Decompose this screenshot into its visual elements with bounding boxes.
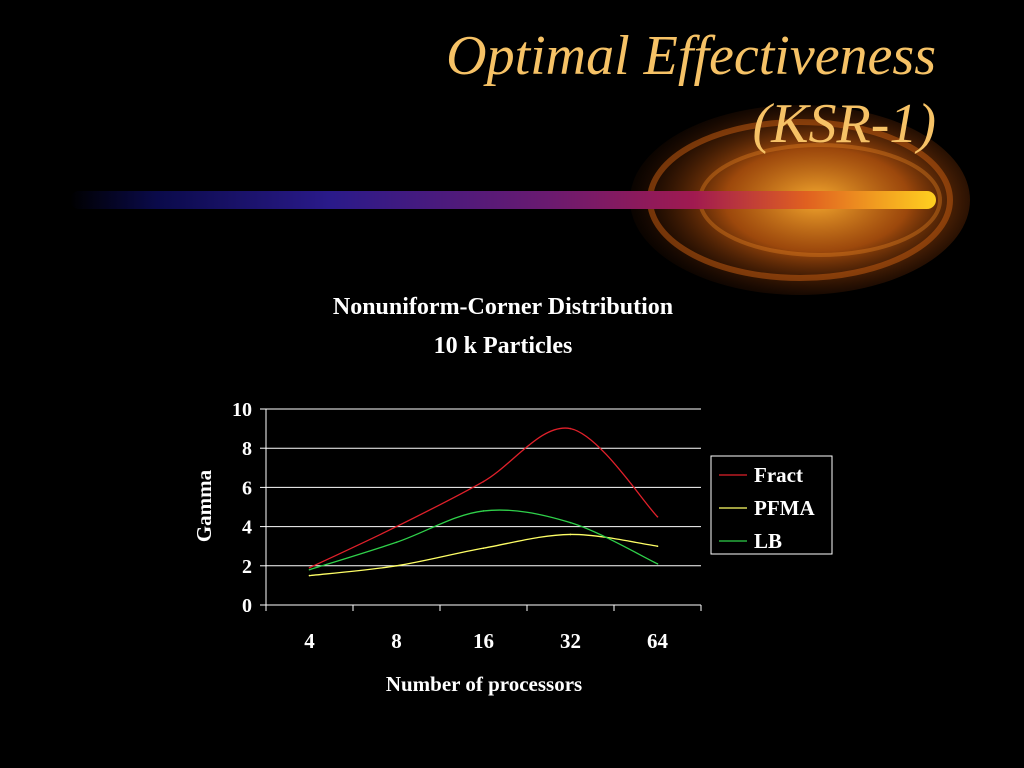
data-point-pfma	[308, 574, 311, 577]
x-tick-label: 8	[391, 629, 402, 653]
data-point-pfma	[656, 545, 659, 547]
x-tick-labels: 4 8 16 32 64	[265, 605, 702, 653]
data-point-pfma	[395, 565, 398, 567]
x-tick-label: 16	[473, 629, 494, 653]
slide-title-line-1: Optimal Effectiveness	[446, 25, 936, 87]
data-point-pfma	[482, 547, 485, 549]
x-tick-label: 64	[647, 629, 669, 653]
decorative-light-beam	[70, 105, 970, 295]
x-tick-label: 4	[304, 629, 315, 653]
data-point-lb	[395, 541, 398, 544]
axes	[265, 409, 701, 606]
data-point-fract	[569, 427, 572, 430]
data-point-lb	[482, 510, 485, 512]
slide-title-line-2: (KSR-1)	[752, 93, 936, 155]
gridlines	[260, 408, 701, 606]
legend: Fract PFMA LB	[710, 455, 833, 555]
y-tick-label: 10	[232, 399, 252, 421]
data-point-fract	[395, 525, 398, 528]
y-tick-label: 0	[242, 595, 252, 617]
y-tick-label: 2	[242, 556, 252, 578]
legend-label-lb: LB	[754, 529, 782, 553]
chart-title-line-2: 10 k Particles	[434, 333, 573, 359]
y-tick-label: 6	[242, 477, 252, 499]
series-line-fract	[309, 427, 658, 569]
series-line-pfma	[309, 533, 658, 577]
x-axis-label: Number of processors	[386, 672, 582, 696]
data-point-fract	[482, 480, 485, 483]
chart-title-line-1: Nonuniform-Corner Distribution	[333, 294, 673, 320]
series-line-lb	[309, 509, 658, 571]
data-point-fract	[656, 516, 659, 518]
beam-bar	[70, 191, 936, 209]
slide-title: Optimal Effectiveness (KSR-1)	[446, 22, 936, 158]
data-point-lb	[569, 521, 572, 524]
data-point-lb	[308, 568, 311, 571]
y-axis-label: Gamma	[192, 469, 216, 542]
y-tick-label: 8	[242, 438, 252, 460]
legend-label-fract: Fract	[754, 463, 803, 487]
data-point-lb	[656, 563, 659, 565]
data-point-pfma	[569, 533, 572, 536]
legend-label-pfma: PFMA	[754, 496, 815, 520]
data-point-fract	[308, 566, 311, 569]
y-tick-labels: 0 2 4 6 8 10	[232, 399, 252, 617]
y-tick-label: 4	[242, 517, 252, 539]
series-lines	[308, 427, 659, 577]
x-tick-label: 32	[560, 629, 581, 653]
legend-box	[710, 455, 833, 555]
